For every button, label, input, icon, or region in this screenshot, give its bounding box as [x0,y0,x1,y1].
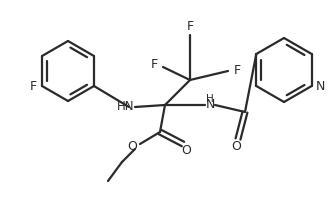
Text: HN: HN [117,101,135,113]
Text: N: N [316,79,325,92]
Text: O: O [181,145,191,157]
Text: F: F [150,58,157,71]
Text: H: H [206,94,214,104]
Text: F: F [233,65,241,78]
Text: F: F [29,79,37,92]
Text: O: O [231,141,241,154]
Text: F: F [187,21,194,34]
Text: N: N [205,99,215,111]
Text: O: O [127,141,137,154]
